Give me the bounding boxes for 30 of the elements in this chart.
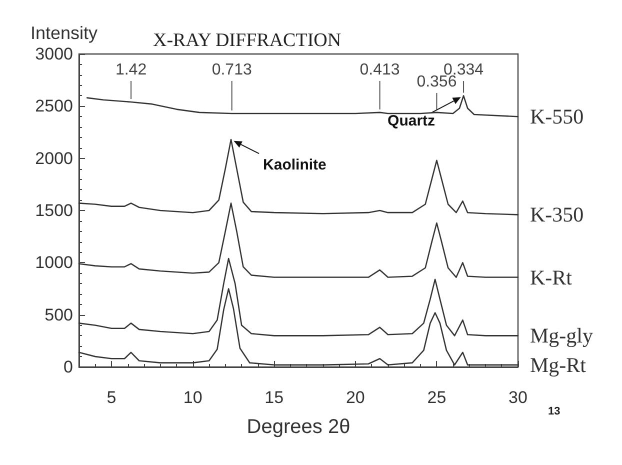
y-tick-label: 2000 — [35, 148, 73, 168]
annotation: 1.42 — [115, 62, 147, 78]
y-tick-label: 1500 — [35, 201, 73, 220]
x-tick-label: 30 — [508, 388, 528, 407]
y-tick-label: 2500 — [35, 96, 73, 116]
y-axis-title: Intensity — [30, 23, 98, 43]
line-series — [78, 138, 519, 216]
series-label: Mg-gly — [530, 324, 594, 348]
y-tick-label: 3000 — [35, 44, 73, 64]
annotation: 0.713 — [212, 62, 252, 78]
series-label: K-350 — [530, 202, 584, 227]
series-label: K-Rt — [530, 265, 572, 290]
x-tick-label: 10 — [183, 388, 202, 407]
series-label: K-550 — [530, 104, 584, 129]
line-series — [78, 258, 519, 336]
annotation: Quartz — [388, 112, 436, 130]
line-series — [78, 202, 519, 278]
y-tick-label: 1000 — [35, 253, 73, 272]
x-tick-label: 5 — [106, 388, 116, 407]
x-tick-label: 25 — [427, 388, 446, 407]
series-label: Mg-Rt — [530, 352, 586, 377]
annotation: 0.413 — [360, 62, 400, 78]
x-tick-label: 15 — [264, 388, 284, 407]
chart-title: X-RAY DIFFRACTION — [153, 30, 342, 51]
text: 13 — [548, 406, 560, 418]
y-tick-label: 500 — [44, 305, 73, 324]
x-axis-title: Degrees 2θ — [246, 416, 350, 438]
x-tick-label: 20 — [346, 388, 365, 407]
annotation: Kaolinite — [263, 156, 326, 174]
y-tick-label: 0 — [64, 358, 73, 376]
